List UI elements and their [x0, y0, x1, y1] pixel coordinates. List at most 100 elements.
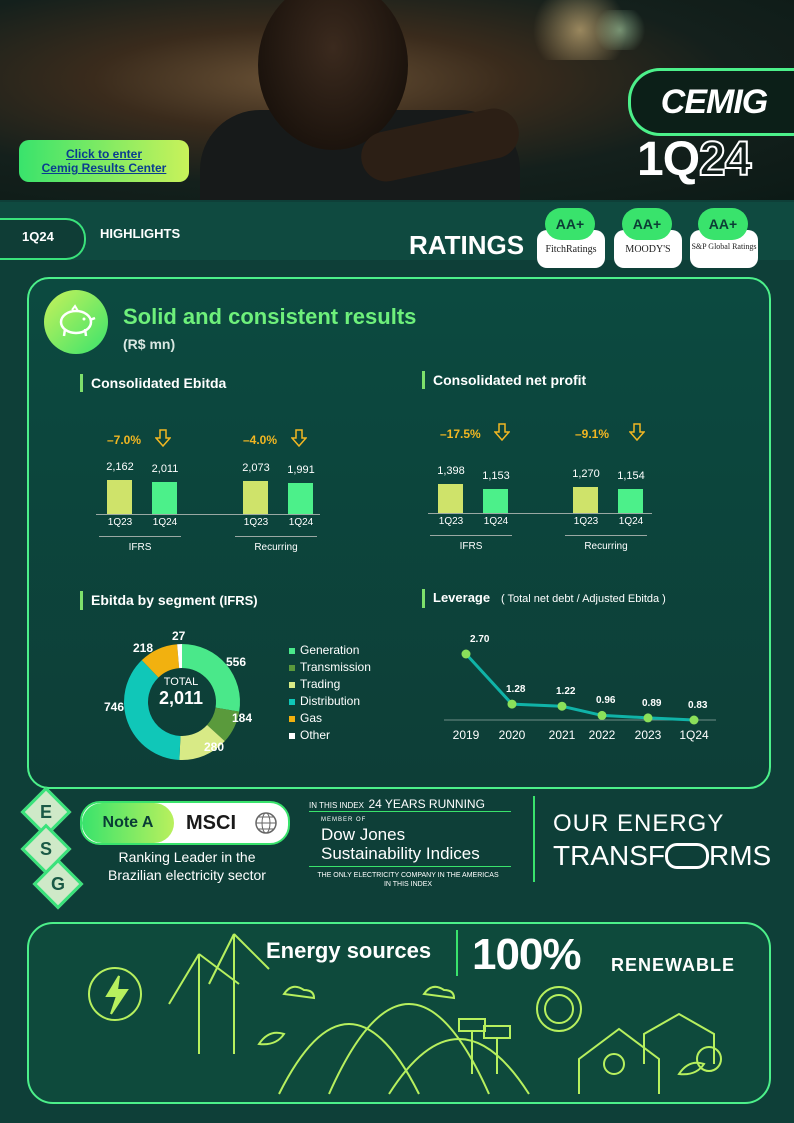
msci-caption-line: Ranking Leader in the	[118, 849, 256, 865]
slogan-line-1: OUR ENERGY	[553, 810, 725, 837]
bar-value: 2,011	[151, 463, 179, 476]
dj-footnote: THE ONLY ELECTRICITY COMPANY IN THE AMER…	[305, 871, 511, 889]
bar-category: 1Q24	[618, 516, 644, 527]
group-label: Recurring	[584, 541, 628, 552]
donut-slice-distribution	[124, 660, 181, 760]
dj-divider	[309, 811, 511, 812]
results-unit: (R$ mn)	[123, 336, 176, 352]
rating-moodys: AA+ MOODY'S	[614, 208, 682, 268]
rating-grade: AA+	[622, 208, 672, 240]
legend-swatch	[289, 698, 295, 705]
dj-name: Dow Jones Sustainability Indices	[321, 825, 480, 863]
legend-swatch	[289, 732, 295, 739]
legend-label: Transmission	[300, 660, 371, 674]
leverage-value: 1.28	[506, 684, 526, 696]
group-label: IFRS	[459, 541, 483, 552]
bar-1Q24	[483, 489, 508, 513]
leverage-line-chart	[444, 649, 716, 725]
leverage-value: 0.83	[688, 700, 708, 711]
legend-label: Other	[300, 728, 331, 742]
quarter-suffix: 24	[698, 132, 752, 187]
dj-name-line: Dow Jones	[321, 825, 406, 844]
quarter-prefix: 1Q	[637, 133, 700, 186]
results-title: Solid and consistent results	[123, 304, 417, 329]
piggy-bank-badge	[44, 290, 108, 354]
ratings-label: RATINGS	[409, 230, 525, 260]
change-label: –4.0%	[243, 433, 278, 447]
legend-label: Trading	[300, 677, 341, 691]
change-label: –9.1%	[575, 427, 610, 441]
cta-line-1[interactable]: Click to enter	[65, 147, 143, 161]
dj-years-prefix: IN THIS INDEX	[309, 801, 364, 810]
leverage-line	[464, 652, 695, 722]
leverage-note: ( Total net debt / Adjusted Ebitda )	[500, 593, 666, 605]
gear-icon	[88, 967, 142, 1021]
rating-fitch: AA+ FitchRatings	[537, 208, 605, 268]
leverage-point-2022	[597, 710, 607, 720]
leverage-label: Leverage ( Total net debt / Adjusted Ebi…	[422, 589, 666, 608]
bar-1Q24	[288, 482, 313, 514]
legend-label: Generation	[300, 643, 360, 657]
chart-axis	[428, 513, 652, 514]
bar-category: 1Q23	[107, 517, 133, 528]
leverage-value: 0.96	[596, 695, 616, 707]
bar-value: 1,398	[437, 465, 465, 477]
cta-line-2[interactable]: Cemig Results Center	[41, 161, 167, 175]
leverage-point-2021	[557, 701, 567, 711]
leverage-year: 2019	[452, 728, 480, 742]
renewable-illustration	[88, 933, 722, 1095]
msci-caption-line: Brazilian electricity sector	[108, 867, 266, 883]
legend-item: Distribution	[289, 694, 360, 708]
rating-agency: MOODY'S	[625, 244, 671, 255]
group-rule	[565, 535, 647, 536]
bar-1Q23	[107, 480, 132, 514]
rating-agency: S&P Global Ratings	[691, 242, 757, 251]
msci-note: Note A	[82, 803, 174, 843]
rating-grade: AA+	[698, 208, 748, 240]
leverage-value: 1.22	[556, 686, 576, 698]
donut-slice-gas	[141, 644, 180, 678]
rating-grade: AA+	[545, 208, 595, 240]
bar-category: 1Q24	[483, 516, 509, 527]
segment-value: 556	[226, 655, 247, 669]
down-arrow-icon	[155, 429, 171, 447]
logo-text: CEMIG	[660, 82, 768, 121]
legend-swatch	[289, 664, 295, 671]
quarter-title: 1Q24	[637, 132, 752, 187]
results-center-link[interactable]: Click to enter Cemig Results Center	[19, 140, 189, 182]
group-rule	[235, 536, 317, 537]
slogan-part: TRANSF	[553, 840, 665, 871]
segment-value: 746	[104, 700, 125, 714]
bar-value: 1,153	[482, 470, 510, 483]
slogan-toggle-icon	[665, 842, 709, 869]
renewable-label: RENEWABLE	[611, 955, 736, 975]
leverage-year: 2020	[498, 728, 526, 742]
bar-1Q23	[438, 484, 463, 513]
segment-value: 184	[232, 711, 253, 725]
legend-item: Generation	[289, 643, 359, 657]
group-rule	[99, 536, 181, 537]
group-label: Recurring	[254, 542, 298, 553]
msci-logo: MSCI	[186, 812, 236, 834]
bar-category: 1Q23	[438, 516, 464, 527]
chart-axis	[96, 514, 320, 515]
rating-agency: FitchRatings	[545, 244, 597, 255]
donut-slice-trading	[179, 724, 225, 760]
leverage-year: 1Q24	[679, 728, 709, 742]
rating-sp: AA+ S&P Global Ratings	[690, 208, 758, 268]
change-label: –7.0%	[107, 433, 142, 447]
bar-1Q24	[618, 489, 643, 513]
segment-value: 27	[172, 629, 186, 643]
ebitda-label: Consolidated Ebitda	[80, 374, 226, 392]
legend-item: Other	[289, 728, 330, 742]
legend-label: Gas	[300, 711, 323, 725]
leverage-point-2020	[507, 699, 517, 709]
energy-card	[27, 922, 771, 1104]
bar-category: 1Q24	[288, 517, 314, 528]
leverage-label-text: Leverage	[433, 590, 491, 605]
segment-label-text: Ebitda by segment	[91, 592, 216, 608]
donut-slice-generation	[182, 644, 240, 712]
slogan-part: RMS	[709, 840, 772, 871]
segment-value: 218	[133, 641, 154, 655]
segment-value: 280	[204, 740, 225, 754]
